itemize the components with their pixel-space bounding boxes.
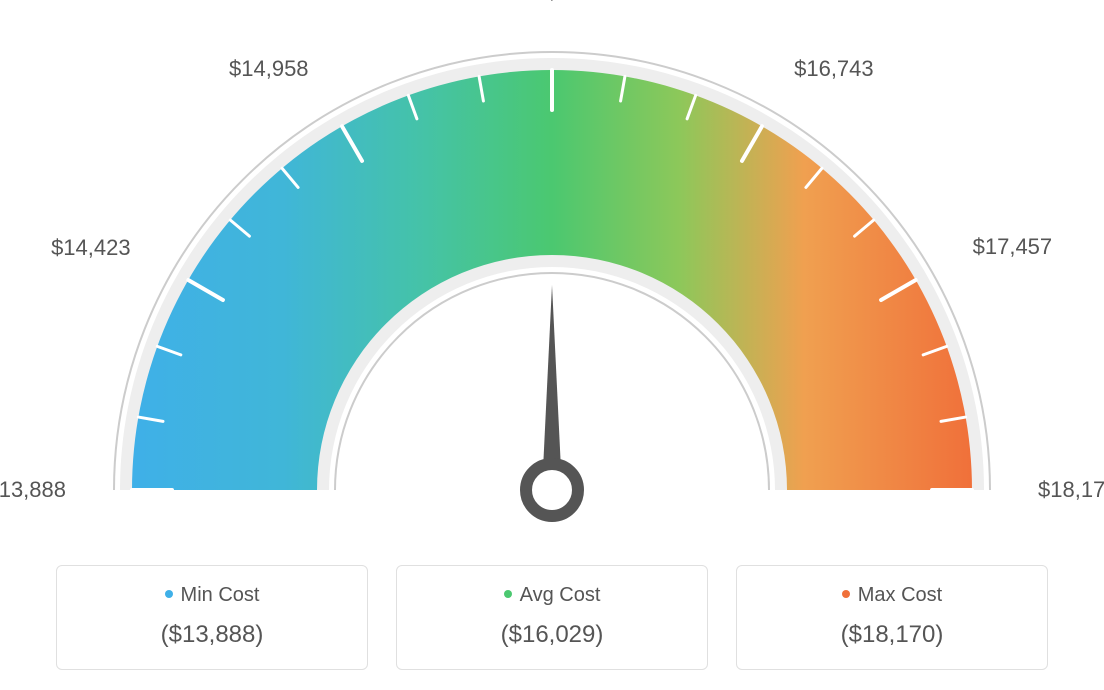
min-cost-title: Min Cost <box>57 584 367 607</box>
gauge-chart: $13,888 $14,423 $14,958 $16,029 $16,743 $17,4… <box>0 0 1104 540</box>
max-cost-value: ($18,170) <box>737 621 1047 649</box>
gauge-svg <box>0 0 1104 540</box>
scale-label: $16,029 <box>512 0 592 4</box>
max-cost-card: Max Cost ($18,170) <box>736 565 1048 670</box>
avg-cost-value: ($16,029) <box>397 621 707 649</box>
avg-cost-label: Avg Cost <box>520 584 601 606</box>
avg-cost-title: Avg Cost <box>397 584 707 607</box>
avg-dot-icon <box>504 590 512 598</box>
scale-label: $14,958 <box>229 56 309 82</box>
avg-cost-card: Avg Cost ($16,029) <box>396 565 708 670</box>
max-dot-icon <box>842 590 850 598</box>
cards-row: Min Cost ($13,888) Avg Cost ($16,029) Ma… <box>0 565 1104 670</box>
max-cost-title: Max Cost <box>737 584 1047 607</box>
scale-label: $16,743 <box>794 56 874 82</box>
min-cost-value: ($13,888) <box>57 621 367 649</box>
scale-label: $17,457 <box>973 234 1053 260</box>
scale-label: $13,888 <box>0 477 66 503</box>
min-dot-icon <box>165 590 173 598</box>
scale-label: $18,170 <box>1038 477 1104 503</box>
min-cost-card: Min Cost ($13,888) <box>56 565 368 670</box>
max-cost-label: Max Cost <box>858 584 942 606</box>
scale-label: $14,423 <box>51 235 131 261</box>
min-cost-label: Min Cost <box>181 584 260 606</box>
